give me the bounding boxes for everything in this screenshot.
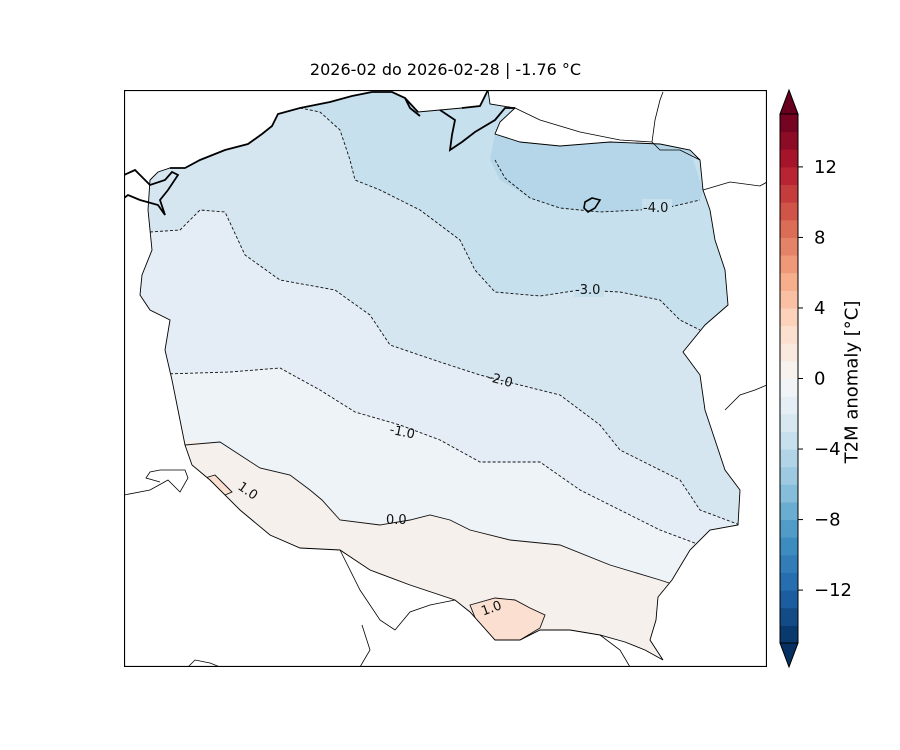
border-slovakia-west (339, 549, 456, 631)
colorbar-segment (780, 166, 798, 186)
colorbar-segment (780, 378, 798, 397)
band-gt-1-west (205, 475, 232, 495)
colorbar-segment (780, 519, 798, 538)
colorbar-segment (780, 149, 798, 168)
colorbar-tick-label: 0 (814, 369, 825, 390)
border-hungary (599, 634, 631, 667)
contour-label-m1: -1.0 (388, 423, 416, 443)
colorbar-extend-top (779, 88, 799, 115)
border-south-bottom (187, 659, 221, 667)
band-lt-m4 (490, 134, 703, 212)
contour-label-m4: -4.0 (643, 201, 668, 216)
contour-m1 (164, 367, 701, 546)
colorbar-segment (780, 219, 798, 238)
contour-m2 (149, 209, 740, 526)
colorbar-segment (780, 131, 798, 150)
map-panel: -4.0 -3.0 -2.0 -1.0 0.0 1.0 1.0 (124, 90, 767, 667)
contour-label-p1-south: 1.0 (479, 598, 504, 619)
colorbar-segment (780, 184, 798, 203)
colorbar-label: T2M anomaly [°C] (841, 300, 863, 464)
colorbar-segment (780, 237, 798, 256)
border-kaliningrad (514, 91, 664, 143)
colorbar-tick-label: −8 (814, 510, 841, 531)
border-lithuania (651, 141, 701, 161)
border-belarus-north (702, 181, 767, 191)
contour-zero (184, 441, 691, 591)
border-slovakia-south (359, 624, 371, 667)
colorbar-segment (780, 484, 798, 503)
border-belarus-ukraine (724, 384, 767, 411)
colorbar-segment (780, 202, 798, 221)
colorbar-segments (780, 114, 798, 644)
colorbar-segment (780, 325, 798, 344)
colorbar-segment (780, 431, 798, 450)
contour-label-m2: -2.0 (486, 370, 514, 391)
colorbar-segment (780, 307, 798, 327)
colorbar-tick-label: −4 (814, 439, 841, 460)
border-germany-czech (124, 469, 189, 496)
colorbar: 12 8 4 0 −4 −8 −12 (770, 86, 890, 672)
map-title: 2026-02 do 2026-02-28 | -1.76 °C (309, 60, 582, 79)
colorbar-segment (780, 343, 798, 362)
colorbar-segment (780, 572, 798, 591)
colorbar-segment (780, 554, 798, 573)
neighbour-borders (124, 91, 767, 667)
band-m2-m1 (140, 210, 740, 560)
contour-m3 (299, 107, 701, 331)
colorbar-ticks: 12 8 4 0 −4 −8 −12 (798, 157, 852, 601)
baltic-coastline (124, 90, 515, 216)
colorbar-segment (780, 413, 798, 432)
colorbar-segment (780, 396, 798, 415)
colorbar-tick-label: 4 (814, 298, 825, 319)
colorbar-tick-label: 12 (814, 157, 837, 178)
colorbar-segment (780, 114, 798, 133)
contour-label-zero: 0.0 (386, 513, 407, 528)
colorbar-extend-bottom (779, 642, 799, 669)
colorbar-segment (780, 290, 798, 309)
contour-label-m3: -3.0 (575, 283, 600, 298)
colorbar-tick-label: 8 (814, 227, 825, 248)
colorbar-segment (780, 501, 798, 521)
colorbar-segment (780, 607, 798, 626)
contour-m4 (494, 159, 701, 213)
colorbar-segment (780, 466, 798, 485)
colorbar-segment (780, 255, 798, 274)
colorbar-segment (780, 625, 798, 644)
colorbar-segment (780, 272, 798, 291)
colorbar-segment (780, 360, 798, 379)
colorbar-segment (780, 449, 798, 468)
colorbar-segment (780, 590, 798, 609)
band-gt-1-south (470, 598, 545, 640)
lake-outline (583, 197, 602, 213)
colorbar-tick-label: −12 (814, 580, 852, 601)
colorbar-segment (780, 537, 798, 556)
